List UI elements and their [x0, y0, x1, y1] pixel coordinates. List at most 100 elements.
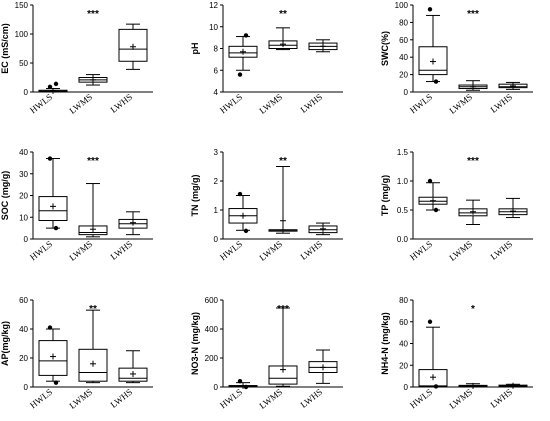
x-tick-label: LWHS	[108, 92, 134, 115]
x-tick-label: LWMS	[447, 387, 474, 411]
y-tick-label: 10	[19, 213, 28, 222]
y-tick-label: 600	[205, 296, 219, 305]
y-tick-label: 40	[399, 53, 408, 62]
y-tick-label: 100	[395, 1, 409, 10]
y-tick-label: 200	[205, 354, 219, 363]
box-LWHS: LWHS	[108, 23, 148, 115]
y-axis-label: SWC(%)	[380, 31, 390, 66]
outlier-point	[243, 384, 249, 390]
significance-label: ***	[87, 9, 99, 20]
x-tick-label: HWLS	[218, 239, 244, 263]
panel-0: 0 50 100 150 EC (mS/cm) *** HWLS LWMS LWHS	[0, 1, 153, 116]
box-LWHS: LWHS	[488, 197, 528, 262]
x-tick-label: LWMS	[447, 92, 474, 116]
box-HWLS: HWLS	[28, 156, 68, 263]
y-tick-label: 0	[404, 383, 409, 392]
y-tick-label: 80	[399, 296, 408, 305]
x-tick-label: LWMS	[257, 387, 284, 411]
y-tick-label: 0	[24, 88, 29, 97]
significance-label: *	[471, 304, 475, 315]
y-tick-label: 0.5	[397, 206, 409, 215]
y-axis-label: NH4-N (mg/kg)	[380, 312, 390, 375]
y-tick-label: 40	[19, 325, 28, 334]
y-tick-label: 400	[205, 325, 219, 334]
x-tick-label: HWLS	[218, 387, 244, 411]
x-tick-label: LWMS	[67, 92, 94, 116]
outlier-point	[47, 156, 53, 161]
outlier-point	[53, 81, 59, 87]
box-LWHS: LWHS	[298, 349, 338, 410]
y-tick-label: 0	[24, 383, 29, 392]
box-LWMS: LWMS	[257, 166, 298, 263]
box-LWMS: LWMS	[447, 199, 488, 263]
outlier-point	[433, 384, 439, 389]
x-tick-label: LWHS	[108, 239, 134, 262]
box-iqr	[268, 365, 298, 385]
x-tick-label: LWHS	[298, 92, 324, 115]
y-tick-label: 1	[214, 206, 219, 215]
panel-2: 0 20 40 60 80 100 SWC(%) *** HWLS LWMS LWHS	[380, 1, 533, 116]
significance-label: ***	[467, 9, 479, 20]
y-axis-label: EC (mS/cm)	[0, 23, 10, 74]
y-tick-label: 100	[15, 30, 29, 39]
outlier-point	[433, 207, 439, 213]
box-HWLS: HWLS	[408, 319, 448, 411]
x-tick-label: LWHS	[488, 92, 514, 115]
outlier-point	[427, 7, 433, 12]
y-tick-label: 0	[214, 383, 219, 392]
outlier-point	[53, 225, 59, 231]
significance-label: **	[279, 9, 287, 20]
x-tick-label: LWMS	[257, 92, 284, 116]
y-tick-label: 0	[24, 235, 29, 244]
panel-4: 0 1 2 3 TN (mg/g) ** HWLS LWMS LWHS	[190, 148, 343, 263]
significance-label: **	[89, 304, 97, 315]
outlier-point	[427, 319, 433, 324]
y-tick-label: 1.5	[397, 148, 409, 157]
y-tick-label: 10	[209, 23, 218, 32]
panel-6: 0 20 40 60 AP(mg/kg) ** HWLS LWMS LWHS	[0, 296, 153, 411]
y-tick-label: 40	[399, 340, 408, 349]
box-LWMS: LWMS	[67, 183, 108, 263]
box-LWMS: LWMS	[447, 80, 488, 116]
y-tick-label: 150	[15, 1, 29, 10]
box-LWHS: LWHS	[488, 81, 528, 115]
box-LWHS: LWHS	[108, 211, 148, 262]
y-tick-label: 60	[399, 318, 408, 327]
box-HWLS: HWLS	[408, 178, 448, 262]
x-tick-label: LWHS	[298, 387, 324, 410]
box-LWMS: LWMS	[67, 309, 108, 411]
x-tick-label: LWHS	[298, 239, 324, 262]
outlier-point	[427, 178, 433, 184]
x-tick-label: HWLS	[408, 387, 434, 411]
y-axis-label: TP (mg/g)	[380, 175, 390, 216]
box-LWMS: LWMS	[257, 27, 298, 116]
x-tick-label: LWMS	[447, 239, 474, 263]
significance-label: ***	[87, 156, 99, 167]
y-tick-label: 12	[209, 1, 218, 10]
outlier-point	[47, 325, 53, 330]
y-tick-label: 2	[214, 177, 219, 186]
x-tick-label: HWLS	[28, 239, 54, 263]
significance-label: ***	[467, 156, 479, 167]
x-tick-label: HWLS	[218, 92, 244, 116]
box-HWLS: HWLS	[218, 33, 258, 116]
panel-1: 4 6 8 10 12 pH ** HWLS LWMS LWHS	[190, 1, 343, 116]
x-tick-label: HWLS	[408, 92, 434, 116]
y-tick-label: 0	[404, 88, 409, 97]
outlier-point	[47, 84, 53, 89]
x-tick-label: LWHS	[108, 387, 134, 410]
y-tick-label: 50	[19, 59, 28, 68]
y-axis-label: AP(mg/kg)	[0, 321, 10, 366]
box-LWMS: LWMS	[67, 74, 108, 116]
x-tick-label: LWMS	[257, 239, 284, 263]
y-tick-label: 20	[19, 192, 28, 201]
x-tick-label: HWLS	[28, 387, 54, 411]
x-tick-label: HWLS	[28, 92, 54, 116]
outlier-point	[433, 79, 439, 84]
y-tick-label: 40	[19, 148, 28, 157]
y-tick-label: 3	[214, 148, 219, 157]
x-tick-label: LWHS	[488, 239, 514, 262]
y-axis-label: SOC (mg/g)	[0, 171, 10, 221]
x-tick-label: LWHS	[488, 387, 514, 410]
